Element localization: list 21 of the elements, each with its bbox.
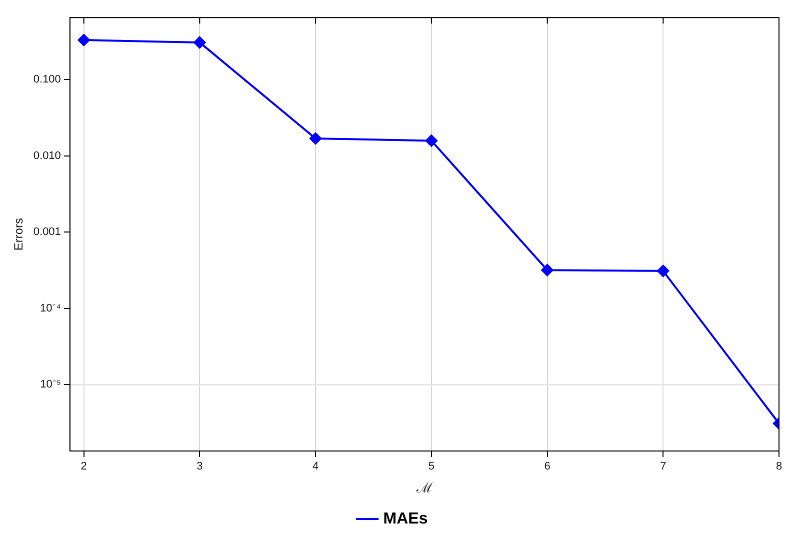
x-tick-label: 5 [428,460,434,473]
x-tick-label: 6 [544,460,550,473]
y-axis-title: Errors [12,218,26,251]
point [78,34,90,46]
x-tick-label: 7 [660,460,666,473]
x-tick-label: 3 [196,460,203,473]
x-tick-label: 4 [312,460,319,473]
x-axis-title: ℳ [415,479,434,496]
point [425,134,438,147]
x-tick-label: 2 [80,460,87,473]
y-tick-label: 0.010 [33,150,61,162]
x-tick-label: 8 [776,460,782,473]
point [194,36,206,48]
legend-label: MAEs [383,510,428,528]
point [541,264,554,276]
y-tick-label: 10⁻⁴ [40,302,62,314]
point [657,264,670,277]
y-tick-label: 10⁻⁵ [40,378,61,391]
point [310,132,322,144]
y-tick-label: 0.100 [33,74,61,86]
y-tick-label: 0.001 [33,226,61,238]
